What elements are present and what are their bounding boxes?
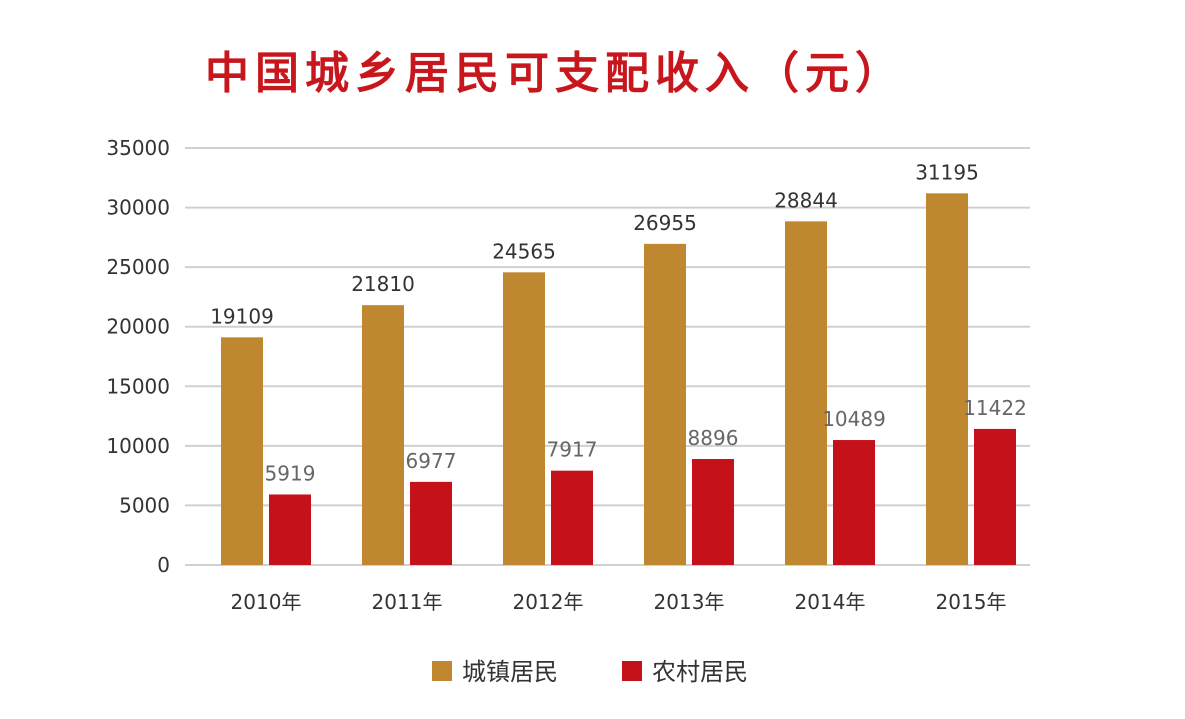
- bar-urban: [785, 221, 827, 565]
- bar-rural: [833, 440, 875, 565]
- chart-title: 中国城乡居民可支配收入（元）: [205, 48, 905, 99]
- bar-urban: [503, 272, 545, 565]
- data-label-urban: 26955: [633, 211, 697, 235]
- legend-label-urban: 城镇居民: [462, 658, 558, 686]
- legend-label-rural: 农村居民: [652, 658, 748, 686]
- y-axis-ticks: 0 5000 10000 15000 20000 25000 30000 35000: [106, 136, 170, 577]
- bar-rural: [692, 459, 734, 565]
- y-tick-label: 15000: [106, 374, 170, 398]
- data-label-rural: 6977: [406, 449, 457, 473]
- legend-swatch-rural: [622, 661, 642, 681]
- legend: 城镇居民 农村居民: [432, 658, 748, 686]
- bar-rural: [269, 494, 311, 565]
- data-label-urban: 28844: [774, 188, 838, 212]
- bars: [221, 193, 1016, 565]
- x-tick-label: 2012年: [513, 590, 584, 614]
- gridlines: [185, 147, 1030, 566]
- data-label-urban: 31195: [915, 160, 979, 184]
- data-label-rural: 10489: [822, 407, 886, 431]
- bar-rural: [974, 428, 1016, 565]
- y-tick-label: 5000: [119, 493, 170, 517]
- data-label-rural: 8896: [688, 426, 739, 450]
- bar-rural: [410, 481, 452, 565]
- bar-urban: [362, 305, 404, 565]
- x-tick-label: 2015年: [936, 590, 1007, 614]
- bar-urban: [926, 193, 968, 565]
- data-label-urban: 19109: [210, 304, 274, 328]
- legend-swatch-urban: [432, 661, 452, 681]
- bar-rural: [551, 470, 593, 565]
- bar-urban: [221, 337, 263, 565]
- y-tick-label: 30000: [106, 196, 170, 220]
- data-labels: 19109 5919 21810 6977 24565 7917 26955 8896 2884…: [210, 160, 1027, 485]
- y-tick-label: 20000: [106, 315, 170, 339]
- y-tick-label: 10000: [106, 434, 170, 458]
- y-tick-label: 35000: [106, 136, 170, 160]
- data-label-urban: 24565: [492, 239, 556, 263]
- data-label-rural: 5919: [265, 461, 316, 485]
- x-tick-label: 2014年: [795, 590, 866, 614]
- data-label-urban: 21810: [351, 272, 415, 296]
- x-axis-ticks: 2010年 2011年 2012年 2013年 2014年 2015年: [231, 590, 1007, 614]
- x-tick-label: 2013年: [654, 590, 725, 614]
- y-tick-label: 0: [157, 553, 170, 577]
- x-tick-label: 2010年: [231, 590, 302, 614]
- x-tick-label: 2011年: [372, 590, 443, 614]
- data-label-rural: 11422: [963, 396, 1027, 420]
- y-tick-label: 25000: [106, 255, 170, 279]
- data-label-rural: 7917: [547, 438, 598, 462]
- bar-urban: [644, 243, 686, 565]
